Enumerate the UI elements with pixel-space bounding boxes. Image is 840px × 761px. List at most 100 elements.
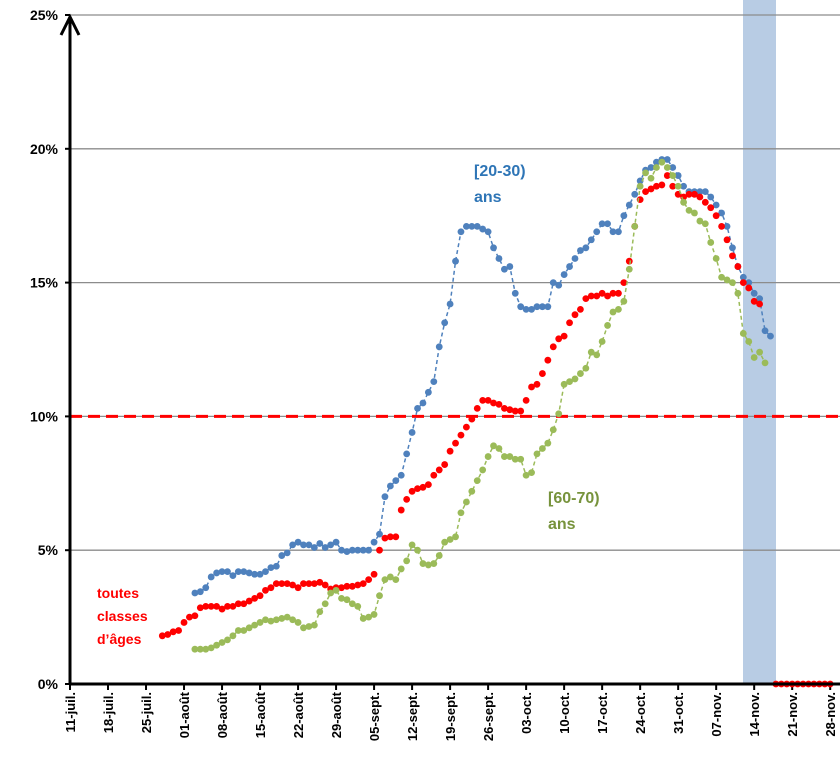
data-point [571,311,579,319]
data-point [712,255,720,262]
data-point [729,244,736,252]
data-point [685,206,693,214]
data-point [446,536,454,543]
data-point [196,604,204,612]
data-point [696,188,704,196]
data-point [462,223,470,230]
data-point [256,592,264,600]
data-point [462,498,470,506]
x-tick-label: 10-oct. [557,692,572,734]
data-point [501,265,508,273]
data-point [267,584,275,592]
data-point [234,627,242,634]
data-point [365,613,373,621]
data-point [490,442,497,450]
data-point [430,471,438,479]
data-point [729,252,736,260]
data-point [680,182,687,190]
data-point [685,190,693,198]
data-point [625,257,633,265]
x-tick-label: 25-juil. [139,692,154,733]
data-point [598,220,606,228]
data-point [560,271,568,278]
data-point [609,289,617,297]
data-point [696,217,704,225]
data-point [196,588,204,596]
data-point [528,383,535,391]
data-point [511,289,519,297]
data-point [332,538,340,546]
data-point [712,201,720,209]
data-point [462,423,470,431]
data-point [452,439,459,447]
data-point [338,584,345,592]
data-point [408,487,416,495]
data-point [739,279,747,286]
data-point [723,223,731,230]
data-point [229,572,237,580]
annotation: [60-70) [548,490,600,507]
data-point [419,483,427,491]
data-point [234,568,242,576]
data-point [745,284,753,292]
data-point [267,617,275,625]
data-point [348,582,356,590]
data-point [316,608,324,616]
data-point [294,584,302,592]
data-point [582,244,590,252]
data-point [511,455,519,463]
data-point [294,538,302,546]
data-point [316,540,324,547]
x-tick-label: 03-oct. [519,692,534,734]
x-tick-label: 24-oct. [633,692,648,734]
data-point [647,164,655,171]
data-point [620,212,628,220]
data-point [289,616,297,624]
data-point [517,303,525,311]
data-point [169,628,177,636]
data-point [310,580,318,588]
data-point [560,380,568,388]
data-point [707,204,715,212]
data-point [533,380,541,388]
annotation: d’âges [97,631,142,647]
data-point [522,396,530,404]
data-point [636,182,644,190]
data-point [343,582,351,590]
data-point [370,570,378,578]
data-point [647,185,655,193]
data-point [577,305,584,313]
data-point [473,477,481,485]
data-point [354,581,362,589]
data-point [636,177,644,185]
data-point [593,351,601,359]
data-point [490,399,497,407]
data-point [555,410,563,418]
data-point [642,188,649,196]
data-point [424,561,432,569]
data-point [549,343,557,351]
data-point [457,228,465,236]
data-point [658,181,666,189]
data-point [517,407,525,415]
data-point [723,236,731,244]
annotation: ans [548,516,576,533]
data-point [571,375,579,383]
data-point [587,348,595,356]
data-point [289,581,297,589]
data-point [278,580,286,588]
x-tick-label: 15-août [253,691,268,738]
data-point [397,506,405,514]
x-tick-label: 17-oct. [595,692,610,734]
data-point [386,533,394,541]
data-point [229,602,237,610]
data-point [571,255,579,262]
data-point [213,602,221,610]
data-point [424,388,432,396]
data-point [321,581,329,589]
data-point [625,201,633,209]
data-point [430,378,438,386]
data-point [479,466,487,474]
